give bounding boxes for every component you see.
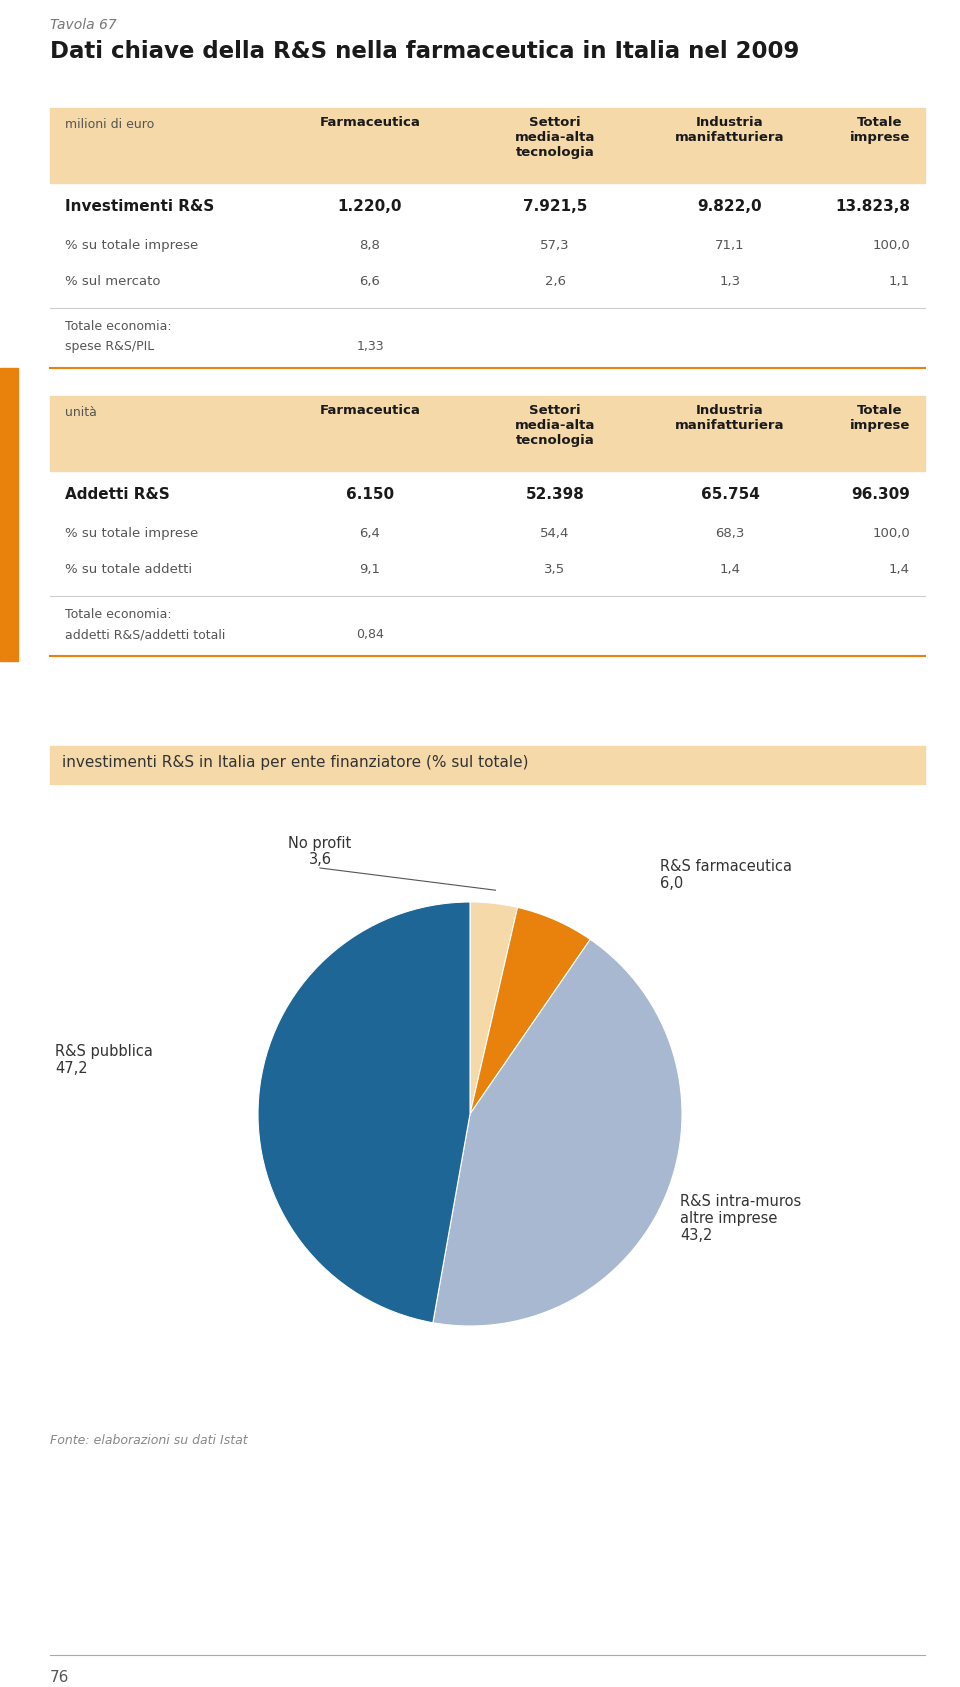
Text: 1,1: 1,1 (889, 275, 910, 288)
Wedge shape (433, 940, 682, 1326)
Text: 100,0: 100,0 (873, 526, 910, 540)
Text: Industria
manifatturiera: Industria manifatturiera (675, 403, 784, 432)
Text: 1.220,0: 1.220,0 (338, 199, 402, 214)
Text: 3,6: 3,6 (308, 852, 331, 867)
Text: Fonte: elaborazioni su dati Istat: Fonte: elaborazioni su dati Istat (50, 1434, 248, 1447)
Wedge shape (470, 908, 590, 1113)
Text: 1,4: 1,4 (889, 563, 910, 575)
Text: Dati chiave della R&S nella farmaceutica in Italia nel 2009: Dati chiave della R&S nella farmaceutica… (50, 40, 800, 62)
Text: 6,4: 6,4 (360, 526, 380, 540)
Text: unità: unità (65, 407, 97, 418)
Text: 3,5: 3,5 (544, 563, 565, 575)
Wedge shape (470, 903, 517, 1113)
Text: % su totale addetti: % su totale addetti (65, 563, 192, 575)
Text: Tavola 67: Tavola 67 (50, 19, 117, 32)
Text: Totale
imprese: Totale imprese (850, 116, 910, 143)
Text: No profit: No profit (288, 837, 351, 850)
Text: 68,3: 68,3 (715, 526, 745, 540)
Text: 1,3: 1,3 (719, 275, 740, 288)
Text: R&S intra-muros: R&S intra-muros (680, 1194, 802, 1210)
Text: 47,2: 47,2 (55, 1061, 87, 1076)
Text: % su totale imprese: % su totale imprese (65, 526, 199, 540)
Text: 6.150: 6.150 (346, 488, 394, 503)
Text: Addetti R&S: Addetti R&S (65, 488, 170, 503)
Text: Farmaceutica: Farmaceutica (320, 403, 420, 417)
Text: 57,3: 57,3 (540, 240, 570, 251)
Text: 43,2: 43,2 (680, 1228, 712, 1243)
Text: Totale economia:: Totale economia: (65, 321, 172, 332)
Text: Investimenti R&S: Investimenti R&S (65, 199, 214, 214)
Wedge shape (258, 903, 470, 1323)
Text: 1,33: 1,33 (356, 341, 384, 353)
Text: 2,6: 2,6 (544, 275, 565, 288)
Text: 54,4: 54,4 (540, 526, 569, 540)
Text: % sul mercato: % sul mercato (65, 275, 160, 288)
Text: 65.754: 65.754 (701, 488, 759, 503)
Text: investimenti R&S in Italia per ente finanziatore (% sul totale): investimenti R&S in Italia per ente fina… (62, 756, 529, 769)
Text: 6,6: 6,6 (360, 275, 380, 288)
Text: Industria
manifatturiera: Industria manifatturiera (675, 116, 784, 143)
Text: milioni di euro: milioni di euro (65, 118, 155, 132)
Text: Farmaceutica: Farmaceutica (320, 116, 420, 128)
Text: addetti R&S/addetti totali: addetti R&S/addetti totali (65, 628, 226, 641)
Text: 7.921,5: 7.921,5 (523, 199, 588, 214)
Text: 6,0: 6,0 (660, 876, 684, 891)
Bar (50, 396, 925, 471)
Text: 76: 76 (50, 1670, 69, 1685)
Text: 8,8: 8,8 (360, 240, 380, 251)
Text: 13.823,8: 13.823,8 (835, 199, 910, 214)
Text: Settori
media-alta
tecnologia: Settori media-alta tecnologia (515, 116, 595, 159)
Text: Totale
imprese: Totale imprese (850, 403, 910, 432)
Text: 0,84: 0,84 (356, 628, 384, 641)
Bar (50, 108, 925, 182)
Bar (0, 368, 18, 661)
Text: R&S pubblica: R&S pubblica (55, 1044, 153, 1059)
Text: 100,0: 100,0 (873, 240, 910, 251)
Text: R&S farmaceutica: R&S farmaceutica (660, 859, 792, 874)
Text: Settori
media-alta
tecnologia: Settori media-alta tecnologia (515, 403, 595, 447)
Text: % su totale imprese: % su totale imprese (65, 240, 199, 251)
Bar (50, 746, 925, 784)
Text: 9.822,0: 9.822,0 (698, 199, 762, 214)
Text: 9,1: 9,1 (359, 563, 380, 575)
Text: Totale economia:: Totale economia: (65, 607, 172, 621)
Text: 71,1: 71,1 (715, 240, 745, 251)
Text: spese R&S/PIL: spese R&S/PIL (65, 341, 155, 353)
Text: 52.398: 52.398 (525, 488, 585, 503)
Text: 96.309: 96.309 (852, 488, 910, 503)
Text: altre imprese: altre imprese (680, 1211, 778, 1226)
Text: 1,4: 1,4 (719, 563, 740, 575)
